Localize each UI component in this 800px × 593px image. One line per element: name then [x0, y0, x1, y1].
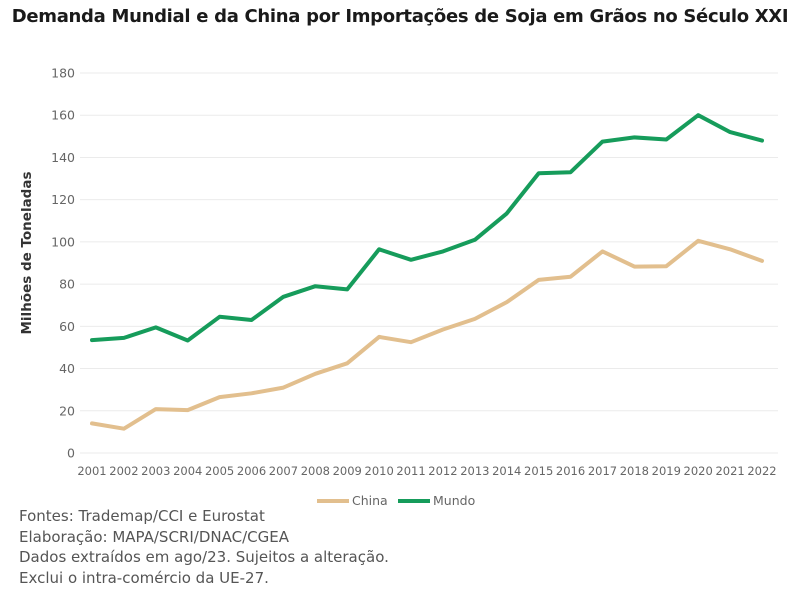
y-tick-label: 0	[67, 446, 75, 461]
legend: China Mundo	[317, 493, 475, 508]
series-line-china	[90, 238, 764, 431]
y-axis-ticks: 0 20 40 60 80 100 120 140 160 180	[51, 66, 75, 461]
x-tick-label: 2010	[365, 464, 394, 478]
x-tick-label: 2022	[747, 464, 776, 478]
series-line-mundo	[90, 113, 764, 343]
x-tick-label: 2009	[333, 464, 362, 478]
y-tick-label: 80	[59, 277, 75, 292]
note-sources: Fontes: Trademap/CCI e Eurostat	[19, 507, 265, 525]
chart-title: Demanda Mundial e da China por Importaçõ…	[11, 6, 789, 27]
series-lines	[90, 113, 764, 431]
x-tick-label: 2005	[205, 464, 234, 478]
x-tick-label: 2004	[173, 464, 202, 478]
x-tick-label: 2017	[588, 464, 617, 478]
note-elaboration: Elaboração: MAPA/SCRI/DNAC/CGEA	[19, 527, 289, 546]
y-tick-label: 140	[51, 150, 75, 165]
x-tick-label: 2014	[492, 464, 521, 478]
y-tick-label: 120	[51, 192, 75, 207]
y-tick-label: 160	[51, 108, 75, 123]
y-axis-label: Milhões de Toneladas	[19, 172, 35, 335]
y-tick-label: 20	[59, 403, 75, 418]
x-tick-label: 2006	[237, 464, 266, 478]
legend-label-mundo: Mundo	[433, 493, 475, 508]
source-notes: Fontes: Trademap/CCI e Eurostat Elaboraç…	[19, 506, 389, 588]
x-tick-label: 2011	[396, 464, 425, 478]
x-tick-label: 2003	[141, 464, 170, 478]
x-tick-label: 2021	[715, 464, 744, 478]
y-tick-label: 180	[51, 66, 75, 81]
x-axis-ticks: 2001 2002 2003 2004 2005 2006 2007 2008 2009 2010…	[77, 464, 776, 478]
x-tick-label: 2007	[269, 464, 298, 478]
note-extraction-date: Dados extraídos em ago/23. Sujeitos a al…	[19, 548, 389, 566]
x-tick-label: 2020	[684, 464, 713, 478]
y-tick-label: 100	[51, 234, 75, 249]
x-tick-label: 2018	[620, 464, 649, 478]
y-tick-label: 40	[59, 361, 75, 376]
gridlines	[80, 72, 778, 454]
x-tick-label: 2001	[77, 464, 106, 478]
legend-label-china: China	[352, 493, 388, 508]
x-tick-label: 2008	[301, 464, 330, 478]
x-tick-label: 2013	[460, 464, 489, 478]
note-exclusion: Exclui o intra-comércio da UE-27.	[19, 568, 269, 587]
x-tick-label: 2016	[556, 464, 585, 478]
x-tick-label: 2012	[428, 464, 457, 478]
x-tick-label: 2002	[109, 464, 138, 478]
y-tick-label: 60	[59, 319, 75, 334]
x-tick-label: 2015	[524, 464, 553, 478]
x-tick-label: 2019	[652, 464, 681, 478]
